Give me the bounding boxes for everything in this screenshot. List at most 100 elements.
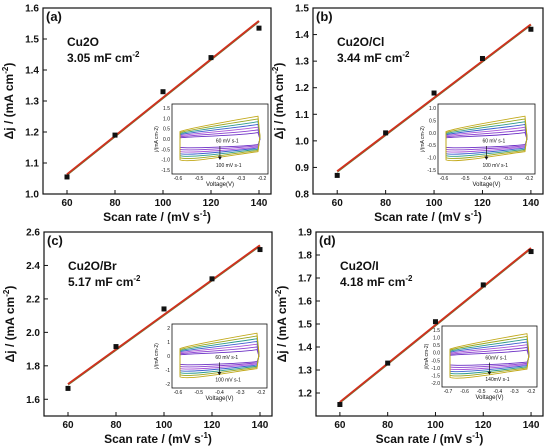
inset-cv-plot: 1.0 0.5 0.0 -0.5 -1.0 -1.5 -0.6 -0.5 -0.4 -0.3 -0.… <box>420 103 536 188</box>
x-tick-label: 60 <box>62 420 74 431</box>
panel-d: 1.2 1.3 1.4 1.5 1.6 1.7 1.8 1.9 60 80 100 120 140 (d)… <box>274 228 544 446</box>
y-tick-label: 1.1 <box>295 110 309 121</box>
y-tick-label: 2.0 <box>26 328 40 339</box>
cv-curve <box>445 115 528 162</box>
y-tick-label: 1.7 <box>298 274 312 285</box>
inset-arrow-head <box>484 156 489 160</box>
y-axis-label: Δj / (mA cm-2) <box>2 286 17 363</box>
data-point <box>113 344 119 350</box>
y-tick-label: 1.8 <box>298 251 312 262</box>
x-tick-label: 60 <box>332 198 344 209</box>
inset-y-tick-label: -2 <box>166 382 171 388</box>
data-point <box>528 249 534 255</box>
y-tick-label: 1.0 <box>25 190 39 201</box>
inset-x-tick-label: -0.7 <box>444 389 453 395</box>
cv-curve <box>449 333 530 379</box>
fit-line <box>67 244 261 386</box>
inset-arrow-head <box>487 371 492 375</box>
x-tick-label: 120 <box>475 420 492 431</box>
plot-frame <box>312 7 544 195</box>
x-tick-label: 100 <box>427 420 444 431</box>
inset-x-tick-label: -0.4 <box>493 389 502 395</box>
inset-frame <box>171 103 269 175</box>
panel-label: (b) <box>316 9 333 24</box>
inset-y-tick-label: 1 <box>167 340 170 346</box>
fit-line-shadow <box>339 249 532 404</box>
data-point <box>112 132 118 138</box>
data-point <box>209 276 215 282</box>
inset-y-tick-label: -1.5 <box>427 168 436 174</box>
y-tick-label: 2.6 <box>26 228 40 239</box>
data-point <box>337 402 343 407</box>
inset-x-axis-label: Voltage(V) <box>205 396 233 402</box>
y-tick-label: 1.8 <box>26 361 40 372</box>
fit-line-shadow <box>66 21 260 176</box>
panel-b: 0.8 0.9 1.0 1.1 1.2 1.3 1.4 1.5 60 80 100 120 140 (b)… <box>271 4 544 224</box>
inset-x-tick-label: -0.2 <box>525 176 534 182</box>
inset-x-tick-label: -0.3 <box>236 390 245 396</box>
inset-y-axis-label: j/(mA cm-2) <box>154 343 160 370</box>
inset-cv-plot: 1.51.00.50.0-0.5-1.0-1.5-2.0-0.7 -0.6 -0.5… <box>424 325 538 401</box>
data-point <box>528 26 534 32</box>
x-tick-label: 80 <box>382 420 394 431</box>
y-tick-label: 1.2 <box>295 83 309 94</box>
x-tick-label: 80 <box>110 420 122 431</box>
inset-y-tick-label: -0.5 <box>427 143 436 149</box>
fit-line-shadow <box>67 246 261 386</box>
y-tick-label: 0.9 <box>295 163 309 174</box>
inset-x-tick-label: -0.5 <box>195 176 204 182</box>
y-tick-label: 1.4 <box>298 343 312 354</box>
capacitance-label: 5.17 mF cm-2 <box>68 274 141 289</box>
data-point <box>161 306 167 312</box>
x-tick-label: 120 <box>204 420 221 431</box>
y-tick-label: 1.0 <box>295 136 309 147</box>
panel-label: (d) <box>319 233 336 248</box>
inset-x-tick-label: -0.5 <box>194 390 203 396</box>
inset-x-axis-label: Voltage(V) <box>472 182 500 188</box>
panel-label: (a) <box>46 9 62 24</box>
y-tick-label: 1.1 <box>25 159 39 170</box>
x-tick-label: 80 <box>109 198 121 209</box>
x-tick-label: 120 <box>203 198 220 209</box>
inset-y-tick-label: 2 <box>167 326 170 332</box>
data-point <box>64 174 70 180</box>
inset-y-tick-label: -0.5 <box>431 358 440 364</box>
y-tick-label: 0.8 <box>295 190 309 201</box>
data-point <box>208 55 214 61</box>
x-tick-label: 140 <box>251 198 268 209</box>
inset-x-axis-label: Voltage(V) <box>206 182 234 188</box>
inset-annotation-bottom: 100 mV s-1 <box>482 163 508 169</box>
capacitance-label: 4.18 mF cm-2 <box>340 274 413 289</box>
y-tick-label: 1.4 <box>295 30 309 41</box>
inset-y-tick-label: -1.0 <box>161 158 170 164</box>
x-tick-label: 60 <box>334 420 346 431</box>
sample-name: Cu2O/Cl <box>337 35 384 49</box>
x-axis-label: Scan rate / (mV s-1) <box>103 209 211 224</box>
inset-y-tick-label: -1.0 <box>431 366 440 372</box>
x-tick-label: 140 <box>523 420 540 431</box>
inset-x-tick-label: -0.4 <box>215 390 224 396</box>
inset-x-tick-label: -0.6 <box>174 176 183 182</box>
inset-annotation-bottom: 100 mV s-1 <box>215 378 241 384</box>
inset-cv-plot: 2 1 0 -1 -2-0.6 -0.5 -0.4 -0.3 -0.2 Voltage(V) j/(… <box>154 323 268 402</box>
inset-frame <box>441 325 538 388</box>
y-tick-label: 1.5 <box>25 35 39 46</box>
panel-label: (c) <box>47 233 63 248</box>
inset-y-axis-label: j/(mA cm-2) <box>154 126 160 153</box>
inset-y-tick-label: -1 <box>166 368 171 374</box>
x-tick-label: 140 <box>523 198 540 209</box>
capacitance-label: 3.05 mF cm-2 <box>67 50 140 65</box>
data-point <box>432 319 438 325</box>
inset-y-tick-label: 1.5 <box>163 106 170 112</box>
inset-x-tick-label: -0.3 <box>503 176 512 182</box>
inset-x-tick-label: -0.4 <box>216 176 225 182</box>
y-tick-label: 1.6 <box>26 395 40 406</box>
inset-y-tick-label: -1.5 <box>161 168 170 174</box>
inset-x-tick-label: -0.5 <box>461 176 470 182</box>
plot-frame <box>43 231 273 417</box>
x-tick-label: 100 <box>155 198 172 209</box>
inset-x-tick-label: -0.2 <box>527 389 536 395</box>
x-axis-label: Scan rate / (mV s-1) <box>376 431 484 446</box>
x-tick-label: 100 <box>426 198 443 209</box>
